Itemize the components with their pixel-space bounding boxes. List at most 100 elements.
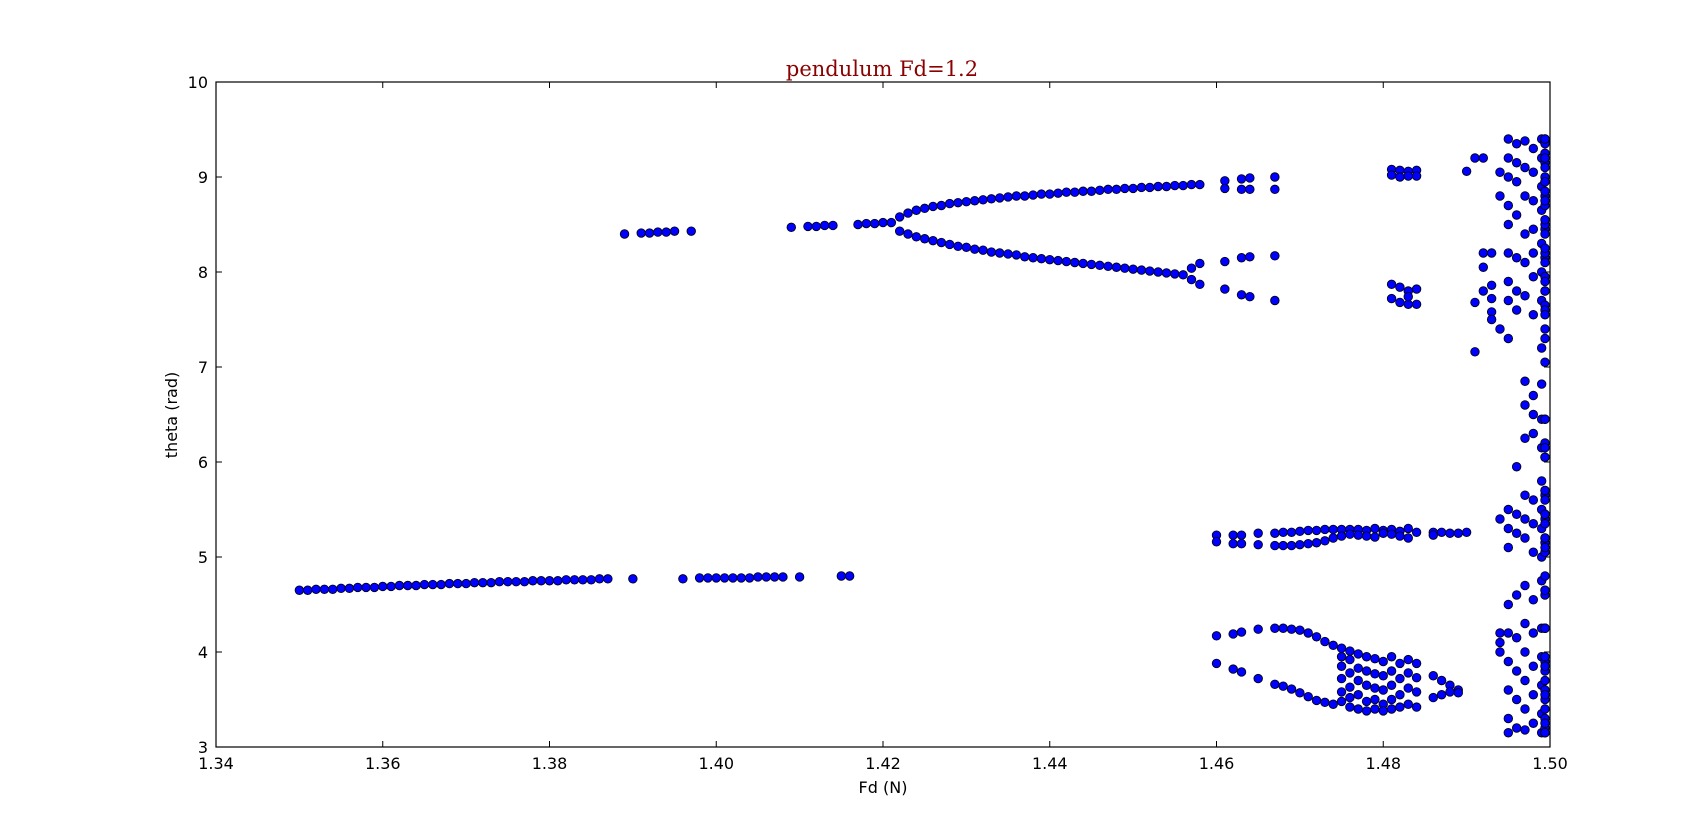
data-point [978, 195, 988, 205]
data-point [1540, 333, 1550, 344]
data-point [1336, 696, 1347, 707]
data-point [1403, 668, 1413, 678]
data-point [1503, 134, 1514, 144]
data-point [1128, 183, 1138, 194]
x-tick-label: 1.46 [1199, 754, 1235, 773]
data-point [1136, 265, 1147, 275]
data-point [1520, 725, 1530, 735]
data-point [1540, 661, 1550, 671]
data-point [1378, 656, 1388, 667]
data-point [1540, 623, 1550, 633]
data-point [411, 580, 421, 591]
data-point [486, 577, 496, 588]
data-point [1540, 276, 1550, 287]
data-point [1503, 628, 1514, 638]
data-point [619, 229, 630, 239]
data-point [1236, 184, 1247, 195]
data-point [1328, 533, 1338, 543]
data-point [1470, 297, 1480, 308]
data-point [1395, 702, 1405, 712]
data-point [1320, 697, 1330, 708]
data-point [1540, 728, 1550, 738]
data-point [1353, 663, 1363, 673]
data-point [1478, 262, 1489, 272]
data-point [1078, 258, 1088, 269]
data-point [561, 575, 571, 585]
data-point [1520, 433, 1530, 443]
data-point [353, 582, 363, 593]
data-point [1528, 595, 1539, 605]
data-point [1511, 723, 1522, 733]
data-point [794, 572, 805, 582]
data-point [1186, 274, 1197, 285]
data-point [469, 577, 480, 588]
data-point [819, 220, 830, 231]
data-point [1486, 314, 1497, 325]
data-point [1395, 673, 1405, 684]
data-point [1295, 625, 1305, 635]
data-point [294, 585, 305, 595]
data-point [1428, 692, 1438, 703]
data-point [1395, 282, 1405, 292]
data-point [1345, 702, 1355, 712]
data-point [1540, 414, 1550, 424]
x-tick-label: 1.44 [1032, 754, 1068, 773]
data-point [1411, 672, 1422, 683]
data-point [1020, 252, 1030, 262]
data-point [1303, 691, 1313, 702]
data-point [1540, 690, 1550, 700]
data-point [853, 219, 863, 230]
data-point [945, 198, 955, 209]
data-point [903, 229, 913, 239]
data-point [1178, 270, 1188, 280]
data-point [1470, 347, 1480, 357]
data-point [1520, 291, 1530, 301]
data-point [1520, 675, 1530, 686]
data-point [1540, 310, 1550, 320]
data-point [1503, 656, 1514, 667]
x-axis-ticks: 1.34 1.36 1.38 1.40 1.42 1.44 1.46 1.48 1.50 [198, 82, 1568, 773]
data-point [1520, 490, 1530, 500]
data-point [1211, 631, 1222, 641]
x-tick-label: 1.34 [198, 754, 234, 773]
data-point [1520, 136, 1530, 146]
data-point [1511, 590, 1522, 600]
data-point [869, 218, 880, 229]
data-point [1161, 181, 1172, 192]
data-point [1540, 485, 1550, 496]
data-point [769, 572, 780, 582]
data-point [1503, 172, 1514, 182]
data-point [1236, 290, 1247, 300]
y-axis-label: theta (rad) [162, 372, 181, 458]
data-point [1540, 243, 1550, 253]
y-tick-label: 5 [198, 548, 208, 567]
data-point [1145, 182, 1155, 193]
data-point [336, 583, 346, 594]
data-point [1411, 171, 1422, 181]
data-point [711, 573, 721, 583]
data-point [1486, 293, 1497, 304]
data-point [1511, 694, 1522, 705]
data-point [1386, 170, 1397, 180]
data-point [1103, 184, 1113, 195]
data-point [1540, 186, 1550, 196]
data-point [1520, 376, 1530, 386]
chart-title: pendulum Fd=1.2 [786, 57, 978, 81]
data-point [394, 580, 405, 591]
data-point [1528, 519, 1539, 529]
data-point [428, 579, 438, 590]
data-point [1236, 253, 1247, 263]
data-point [1345, 682, 1355, 692]
data-point [1236, 627, 1247, 637]
data-point [1445, 528, 1455, 538]
data-point [1303, 628, 1313, 638]
data-point [644, 228, 655, 238]
data-point [1528, 495, 1539, 505]
data-point [995, 248, 1005, 258]
data-point [1511, 286, 1522, 296]
data-point [786, 222, 796, 233]
data-point [1161, 268, 1172, 278]
data-point [1228, 530, 1238, 540]
data-point [1303, 525, 1313, 536]
data-point [1120, 263, 1130, 273]
